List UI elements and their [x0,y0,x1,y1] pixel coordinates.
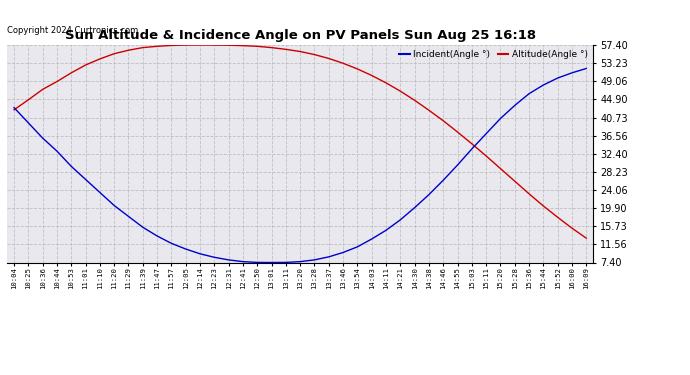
Title: Sun Altitude & Incidence Angle on PV Panels Sun Aug 25 16:18: Sun Altitude & Incidence Angle on PV Pan… [65,30,535,42]
Text: Copyright 2024 Curtronics.com: Copyright 2024 Curtronics.com [7,26,138,35]
Legend: Incident(Angle °), Altitude(Angle °): Incident(Angle °), Altitude(Angle °) [395,47,591,63]
